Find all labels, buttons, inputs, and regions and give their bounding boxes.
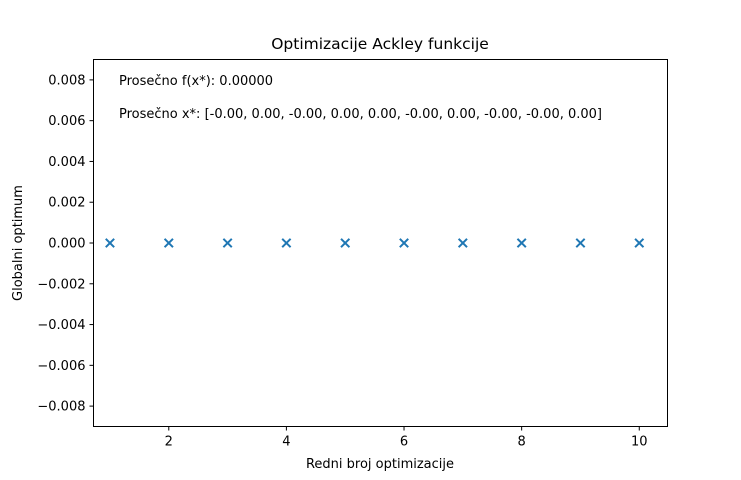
data-series [105,238,645,248]
y-tick-label: 0.006 [48,114,85,129]
x-tick-label: 10 [631,435,648,450]
y-tick-label: 0.008 [48,73,85,88]
x-tick-label: 2 [165,435,173,450]
y-axis: 0.008 0.006 0.004 0.002 0.000 −0.002 −0.004 −0.… [37,73,94,415]
plot-frame [93,59,668,427]
x-tick-label: 8 [518,435,526,450]
y-tick-label: −0.004 [37,318,85,333]
y-tick-label: 0.004 [48,155,85,170]
y-tick-label: −0.002 [37,277,85,292]
annotation-avg-f: Prosečno f(x*): 0.00000 [119,74,273,89]
y-tick-label: 0.000 [48,237,85,252]
data-point-marker [457,238,468,248]
annotation-avg-x: Prosečno x*: [-0.00, 0.00, -0.00, 0.00, … [119,107,602,122]
data-point-marker [222,238,233,248]
data-point-marker [634,238,645,248]
plot-area [93,59,668,427]
x-tick-label: 6 [400,435,408,450]
x-tick-label: 4 [282,435,290,450]
y-tick-label: −0.006 [37,359,85,374]
x-axis: 2 4 6 8 10 [165,426,648,450]
chart-title: Optimizacije Ackley funkcije [271,35,489,53]
annotations: Prosečno f(x*): 0.00000 Prosečno x*: [-0… [119,74,602,122]
y-tick-label: −0.008 [37,400,85,415]
x-axis-label: Redni broj optimizacije [306,457,454,472]
data-point-marker [340,238,351,248]
y-tick-label: 0.002 [48,196,85,211]
data-point-marker [399,238,409,248]
data-point-marker [105,238,115,248]
data-point-marker [516,238,527,248]
data-point-marker [281,238,292,248]
y-axis-label: Globalni optimum [11,185,26,301]
data-point-marker [163,238,174,248]
data-point-marker [575,238,586,248]
